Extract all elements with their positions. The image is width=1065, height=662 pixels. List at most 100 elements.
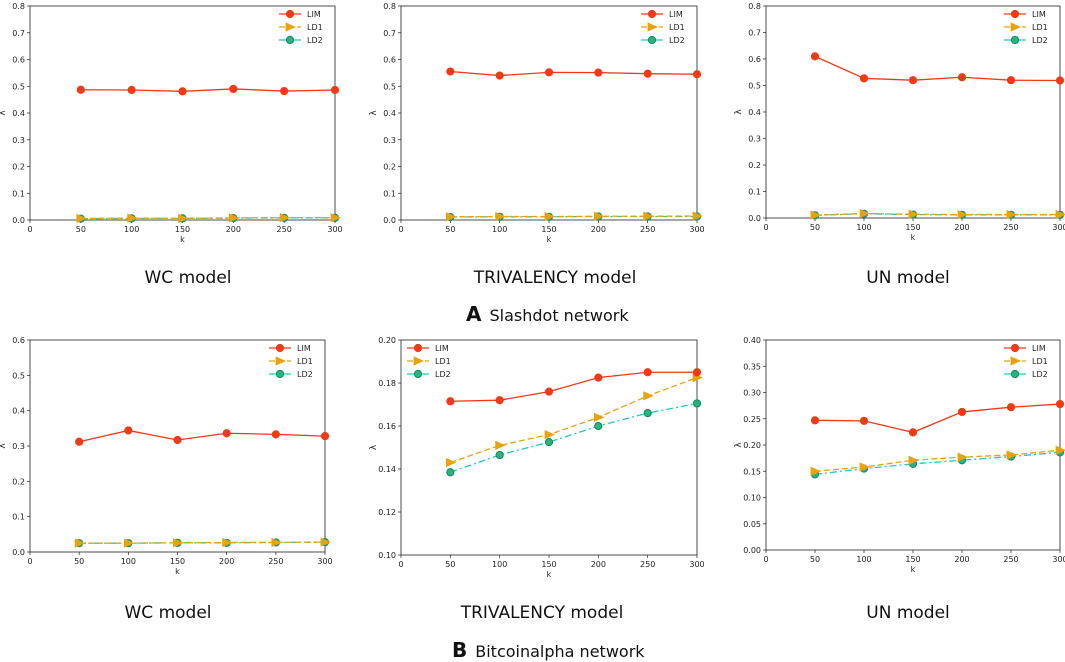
point-ld1 [908,455,919,465]
point-lim [229,84,238,94]
legend-label-lim: LIM [1032,10,1046,19]
legend-marker-ld1 [1010,22,1021,32]
point-ld1 [810,466,821,476]
legend-marker-ld1 [413,356,424,366]
y-axis-label: λ [369,110,379,116]
x-tick-label: 250 [1003,555,1018,564]
point-lim [330,85,340,95]
section-b-letter: B [452,638,468,662]
x-tick-label: 250 [277,225,292,234]
x-tick-label: 300 [327,225,342,234]
y-tick-label: 0.4 [748,108,761,117]
x-tick-label: 50 [445,225,455,234]
point-lim [692,368,702,377]
y-tick-label: 0.5 [12,371,25,380]
x-tick-label: 300 [689,225,704,234]
legend-label-lim: LIM [669,10,683,19]
legend-label-ld1: LD1 [1032,357,1048,366]
point-lim [1006,403,1016,412]
section-a-title: Slashdot network [489,306,629,325]
point-lim [75,437,84,446]
y-tick-label: 0.0 [748,214,761,223]
y-tick-label: 0.4 [12,407,25,416]
x-tick-label: 100 [492,225,507,234]
y-tick-label: 0.5 [12,82,25,91]
point-ld1 [279,212,291,223]
y-tick-label: 0.8 [748,2,761,11]
point-lim [810,52,820,61]
point-ld1 [544,211,555,222]
y-tick-label: 0.5 [748,82,761,91]
point-ld2 [594,421,603,431]
point-ld2 [544,438,554,447]
legend-marker-ld2 [647,35,657,45]
series-line-lim [80,88,336,92]
x-tick-label: 50 [76,225,86,234]
legend-marker-lim [1010,343,1020,353]
point-ld1 [643,391,654,401]
y-tick-label: 0.1 [748,188,761,197]
x-tick-label: 200 [954,555,969,564]
x-tick-label: 150 [170,557,185,566]
y-tick-label: 0.6 [383,56,396,65]
section-b-title: Bitcoinalpha network [475,642,645,661]
point-lim [859,74,869,83]
x-tick-label: 50 [810,223,820,232]
x-axis-label: k [180,235,185,244]
legend-marker-ld1 [275,356,286,366]
x-tick-label: 0 [27,225,32,234]
y-tick-label: 0.2 [748,161,761,170]
legend-marker-ld2 [1010,35,1020,45]
x-axis-label: k [911,565,916,574]
chart-5: 0 50 100 150 200 250 300 0.10 0.12 0.14 0.16 0.18 0.… [369,336,705,579]
y-tick-label: 0.0 [12,548,25,557]
y-tick-label: 0.5 [383,82,396,91]
point-ld1 [330,212,341,223]
x-tick-label: 0 [763,223,768,232]
x-tick-label: 250 [1003,223,1018,232]
point-ld1 [643,211,654,221]
point-lim [594,68,603,77]
y-tick-label: 0.10 [743,494,761,503]
x-tick-label: 0 [398,560,403,569]
y-tick-label: 0.05 [743,520,761,529]
y-tick-label: 0.1 [12,189,25,198]
legend-marker-ld1 [1010,356,1021,366]
point-ld1 [692,211,703,221]
point-ld1 [495,211,506,222]
x-tick-label: 200 [226,225,241,234]
point-lim [495,396,504,405]
point-ld1 [495,440,506,450]
chart-2: 0 50 100 150 200 250 300 0.0 0.1 0.2 0.3 0.4 0.5 0.6 0… [369,2,705,244]
point-lim [127,85,136,95]
point-ld1 [859,462,870,472]
legend-marker-ld2 [413,369,423,379]
x-tick-label: 100 [124,225,139,234]
point-lim [173,435,182,445]
series-line-lim [814,55,1061,82]
x-tick-label: 200 [954,223,969,232]
series-line-lim [814,403,1061,434]
y-tick-label: 0.7 [12,29,25,38]
x-tick-label: 50 [74,557,84,566]
y-tick-label: 0.6 [748,55,761,64]
series-line-ld1 [80,216,335,220]
series-line-ld2 [814,451,1061,476]
point-lim [957,73,967,82]
x-tick-label: 50 [810,555,820,564]
chart-1: 0 50 100 150 200 250 300 0.0 0.1 0.2 0.3 0.4 0.5 0.6 0… [0,2,343,244]
series-line-lim [450,70,698,77]
y-tick-label: 0.8 [12,2,25,11]
caption-b-trivalency: TRIVALENCY model [460,603,624,623]
point-lim [594,373,603,382]
point-ld1 [222,537,233,548]
point-lim [810,416,820,425]
point-lim [1055,76,1065,85]
section-a-label: A Slashdot network [466,302,629,326]
y-tick-label: 0.7 [383,29,396,38]
y-tick-label: 0.12 [378,508,396,517]
y-tick-label: 0.3 [12,442,25,451]
point-lim [643,368,652,377]
x-tick-label: 300 [689,560,704,569]
